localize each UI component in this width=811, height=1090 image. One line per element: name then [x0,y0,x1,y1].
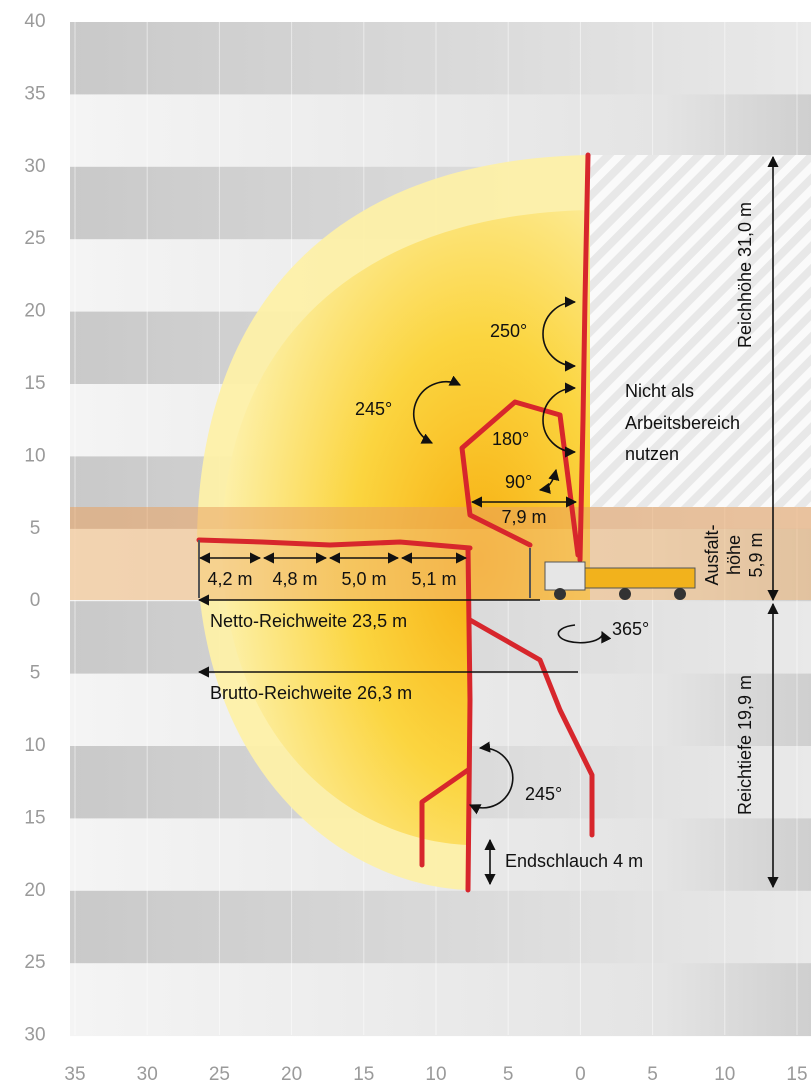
wheel [554,588,566,600]
rotation-arc [542,296,577,372]
y-axis-label: 25 [24,952,45,973]
folded-boom [459,399,581,558]
zone-label: Arbeitsbereich [625,413,740,433]
rotation-label: 365° [612,619,649,639]
dimension-label: 7,9 m [501,507,546,527]
x-axis-label: 30 [137,1064,158,1085]
unfold-band [70,529,811,600]
y-axis-label: 0 [30,590,41,611]
y-axis-label: 15 [24,373,45,394]
y-axis-label: 5 [30,518,41,539]
horizontal-boom [196,537,473,551]
zone-label: Nicht als [625,381,694,401]
boom [196,152,595,893]
annotations: 250° 245° 180° 90° 7,9 m Nicht als Arbei… [207,202,765,871]
band [70,890,811,964]
segment-label: 4,2 m [207,569,252,589]
wheel [619,588,631,600]
angle-label: 250° [490,321,527,341]
cab [544,561,586,591]
y-axis-label: 5 [30,663,41,684]
y-axis-label: 30 [24,156,45,177]
x-axis-label: 5 [647,1064,658,1085]
x-axis-label: 15 [786,1064,807,1085]
angle-label: 90° [505,472,532,492]
rotation-arc [413,375,462,444]
x-axis-label: 35 [64,1064,85,1085]
segment-label: 5,0 m [341,569,386,589]
band [70,963,811,1037]
angle-label: 245° [355,399,392,419]
height-label: Reichhöhe 31,0 m [735,202,755,348]
hose-label: Endschlauch 4 m [505,851,643,871]
mast-boom [577,152,591,563]
angle-label: 180° [492,429,529,449]
truck-body [584,567,696,589]
x-axis-label: 10 [714,1064,735,1085]
x-axis-label: 10 [425,1064,446,1085]
x-axis-label: 0 [575,1064,586,1085]
wheel [674,588,686,600]
segment-label: 5,1 m [411,569,456,589]
band [70,22,811,95]
segment-label: 4,8 m [272,569,317,589]
unfold-label: 5,9 m [746,532,766,577]
y-axis-label: 20 [24,880,45,901]
vertical-boom [465,545,473,893]
y-axis-label: 30 [24,1025,45,1046]
x-axis-label: 5 [503,1064,514,1085]
y-axis-label: 10 [24,735,45,756]
x-axis-label: 25 [209,1064,230,1085]
truck [544,561,696,600]
y-axis-label: 40 [24,11,45,32]
angled-boom [467,617,595,838]
rotation-ellipse [557,624,612,644]
unfold-label: Ausfalt- [702,524,722,585]
zone-label: nutzen [625,444,679,464]
reach-label: Netto-Reichweite 23,5 m [210,611,407,631]
angle-label: 245° [525,784,562,804]
hatched-zone [590,155,811,507]
unfold-label: höhe [724,535,744,575]
rotation-arc [538,468,560,494]
depth-label: Reichtiefe 19,9 m [735,675,755,815]
unfold-band-top [70,507,811,529]
y-axis-label: 10 [24,445,45,466]
y-axis-label: 35 [24,83,45,104]
lower-boom [419,767,471,868]
arrows [197,155,779,889]
y-axis-label: 15 [24,807,45,828]
x-axis-label: 15 [353,1064,374,1085]
rotation-arc [468,741,514,815]
reach-label: Brutto-Reichweite 26,3 m [210,683,412,703]
y-axis-label: 25 [24,228,45,249]
x-axis-label: 20 [281,1064,302,1085]
rotation-arc [542,382,577,458]
y-axis-label: 20 [24,301,45,322]
